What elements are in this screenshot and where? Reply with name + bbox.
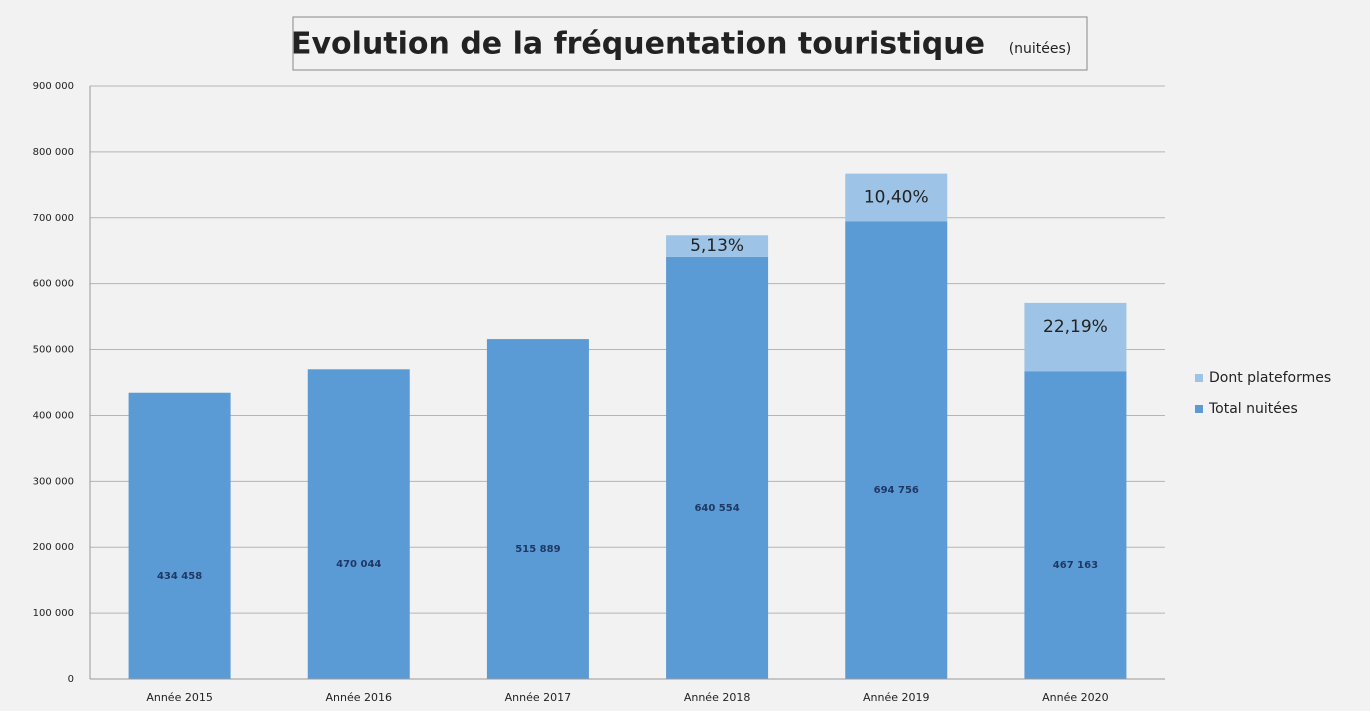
value-label: 640 554 <box>694 503 739 514</box>
y-tick-label: 700 000 <box>33 213 74 224</box>
legend-label: Total nuitées <box>1208 401 1298 417</box>
legend-swatch <box>1195 405 1203 413</box>
bar-segment <box>1024 371 1127 679</box>
bar-segment <box>1024 302 1127 372</box>
bar-segment <box>307 369 410 679</box>
x-tick-label: Année 2018 <box>684 691 751 704</box>
value-label: 694 756 <box>874 485 919 496</box>
y-tick-label: 400 000 <box>33 410 74 421</box>
bar-segment <box>845 173 948 222</box>
value-label: 467 163 <box>1053 560 1098 571</box>
legend-swatch <box>1195 374 1203 382</box>
chart-subtitle: (nuitées) <box>1009 41 1072 57</box>
y-tick-label: 900 000 <box>33 81 74 92</box>
x-tick-label: Année 2017 <box>505 691 572 704</box>
x-tick-label: Année 2016 <box>326 691 393 704</box>
title-box <box>292 16 1088 71</box>
y-tick-label: 200 000 <box>33 542 74 553</box>
chart-title: Evolution de la fréquentation touristiqu… <box>291 27 985 62</box>
x-tick-label: Année 2020 <box>1042 691 1109 704</box>
value-label: 434 458 <box>157 571 202 582</box>
y-tick-label: 0 <box>68 674 74 685</box>
legend-label: Dont plateformes <box>1209 370 1331 386</box>
value-label: 515 889 <box>515 544 560 555</box>
y-tick-label: 800 000 <box>33 147 74 158</box>
bar-segment <box>486 339 589 679</box>
bar-segment <box>666 235 769 257</box>
y-tick-label: 300 000 <box>33 476 74 487</box>
annotation: 22,19% <box>1043 317 1108 337</box>
bar-segment <box>128 392 231 679</box>
y-tick-label: 600 000 <box>33 279 74 290</box>
y-tick-label: 100 000 <box>33 608 74 619</box>
x-tick-label: Année 2015 <box>146 691 213 704</box>
annotation: 5,13% <box>690 236 744 256</box>
annotation: 10,40% <box>864 187 929 207</box>
x-tick-label: Année 2019 <box>863 691 930 704</box>
y-tick-label: 500 000 <box>33 345 74 356</box>
value-label: 470 044 <box>336 559 381 570</box>
bar-segment <box>845 221 948 680</box>
bar-segment <box>666 256 769 679</box>
